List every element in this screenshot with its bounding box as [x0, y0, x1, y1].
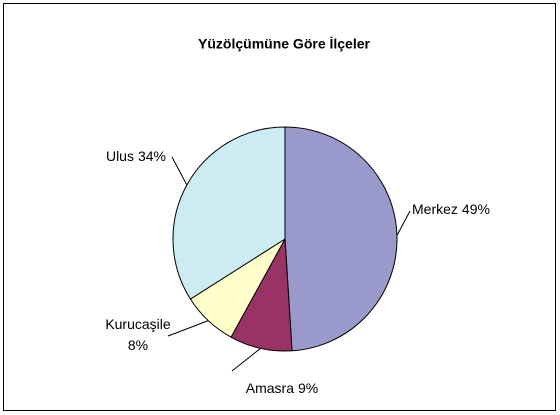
chart-title: Yüzölçümüne Göre İlçeler: [198, 36, 370, 52]
value-label: 49%: [462, 201, 490, 217]
leader-line: [231, 347, 261, 372]
leader-line: [171, 156, 188, 186]
data-label: Amasra 9%: [246, 380, 318, 396]
data-label: Ulus 34%: [106, 148, 166, 164]
value-label: 34%: [138, 148, 166, 164]
leader-line: [396, 210, 411, 236]
category-label: Ulus: [106, 148, 134, 164]
category-label: Merkez: [412, 201, 458, 217]
leader-line: [167, 320, 209, 337]
data-label: Kurucaşile 8%: [105, 316, 171, 353]
category-label: Amasra: [246, 380, 294, 396]
category-label: Kurucaşile: [105, 316, 171, 332]
value-label: 9%: [298, 380, 318, 396]
data-label: Merkez 49%: [412, 201, 490, 217]
value-label: 8%: [128, 337, 148, 353]
